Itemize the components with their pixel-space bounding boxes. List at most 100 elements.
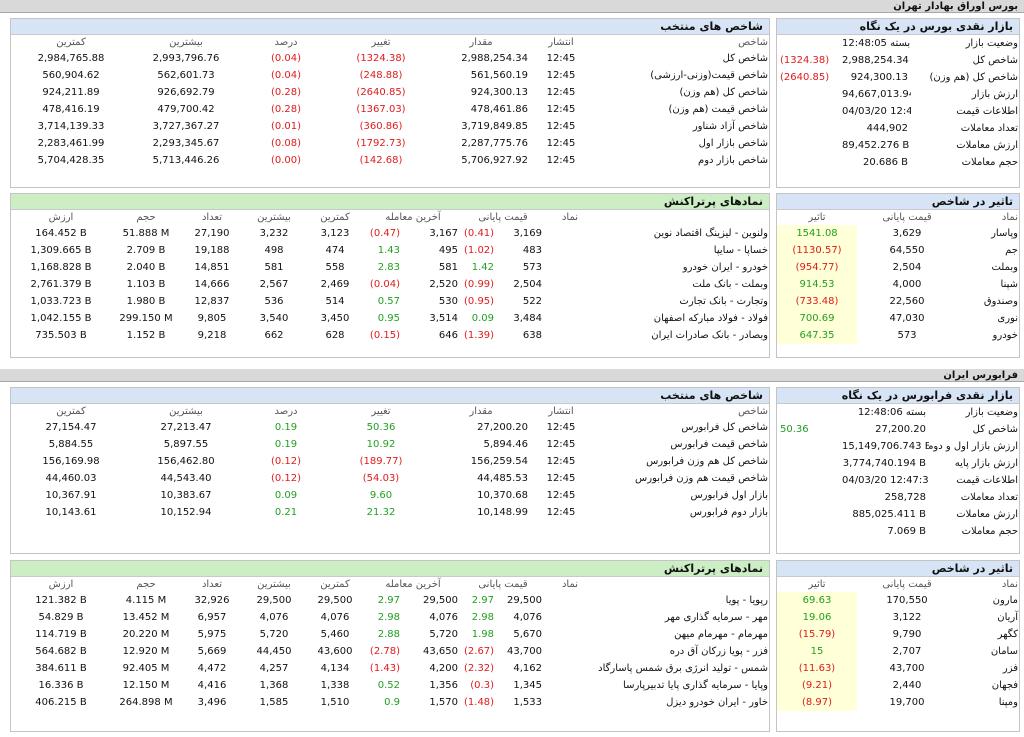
table-row[interactable]: (8.97) 19,700 ومپنا <box>777 694 1021 711</box>
table-row[interactable]: 44,460.03 44,543.40 (0.12) (54.03) 44,485.53… <box>11 470 771 487</box>
active-symbol[interactable]: فزر - پویا زرکان آق دره <box>669 646 769 657</box>
table-row[interactable]: 54.829 B 13.452 M 6,957 4,076 4,076 2.98 4,076… <box>11 609 771 626</box>
table-row[interactable]: 647.35 573 خودرو <box>777 327 1021 344</box>
table-row[interactable]: 19.06 3,122 آریان <box>777 609 1021 626</box>
table-row[interactable]: 10,367.91 10,383.67 0.09 9.60 10,370.68 12:45… <box>11 487 771 504</box>
impact-value: 19.06 <box>777 609 857 626</box>
impact-price: 47,030 <box>889 313 925 324</box>
active-symbol[interactable]: خاور - ایران خودرو دیزل <box>666 697 769 708</box>
table-row[interactable]: 914.53 4,000 شپنا <box>777 276 1021 293</box>
impact-symbol[interactable]: فزر <box>1002 663 1018 674</box>
farabourse-market-title: بازار نقدی فرابورس در یک نگاه <box>777 388 1019 404</box>
impact-value: 914.53 <box>777 276 857 293</box>
table-row[interactable]: 3,714,139.33 3,727,367.27 (0.01) (360.86) 3,… <box>11 118 771 135</box>
active-symbol[interactable]: خودرو - ایران خودرو <box>682 262 769 273</box>
table-row[interactable]: (15.79) 9,790 کگهر <box>777 626 1021 643</box>
impact-symbol[interactable]: شپنا <box>1000 279 1018 290</box>
farabourse-impact-title: تاثیر در شاخص <box>777 561 1019 577</box>
table-row[interactable]: 2,283,461.99 2,293,345.67 (0.08) (1792.73) 2… <box>11 135 771 152</box>
impact-symbol[interactable]: وپاسار <box>991 228 1018 239</box>
table-row[interactable]: 384.611 B 92.405 M 4,472 4,257 4,134 (1.43) 4,… <box>11 660 771 677</box>
table-row[interactable]: 2,984,765.88 2,993,796.76 (0.04) (1324.38) 2… <box>11 50 771 67</box>
active-spacer <box>545 242 581 259</box>
impact-symbol[interactable]: فجهان <box>991 680 1018 691</box>
impact-symbol[interactable]: کگهر <box>997 629 1018 640</box>
impact-symbol[interactable]: مارون <box>992 595 1018 606</box>
active-symbol[interactable]: وبملت - بانک ملت <box>692 279 769 290</box>
active-symbol[interactable]: شمس - تولید انرژی برق شمس پاسارگاد <box>598 663 769 674</box>
active-spacer <box>545 259 581 276</box>
active-symbol[interactable]: فولاد - فولاد مبارکه اصفهان <box>653 313 769 324</box>
impact-value: 69.63 <box>777 592 857 609</box>
table-row[interactable]: (11.63) 43,700 فزر <box>777 660 1021 677</box>
table-row[interactable]: 69.63 170,550 مارون <box>777 592 1021 609</box>
active-symbol[interactable]: خساپا - سایپا <box>713 245 769 256</box>
table-row[interactable]: 2,761.379 B 1.103 B 14,666 2,567 2,469 (0.04)… <box>11 276 771 293</box>
table-row[interactable]: 164.452 B 51.888 M 27,190 3,232 3,123 (0.47) 3… <box>11 225 771 242</box>
impact-symbol[interactable]: جم <box>1005 245 1018 256</box>
active-spacer <box>545 293 581 310</box>
impact-symbol[interactable]: آریان <box>997 612 1018 623</box>
active-symbol[interactable]: مهرمام - مهرمام میهن <box>674 629 769 640</box>
impact-symbol[interactable]: نوری <box>997 313 1018 324</box>
table-row[interactable]: 1541.08 3,629 وپاسار <box>777 225 1021 242</box>
table-row[interactable]: (954.77) 2,504 وبملت <box>777 259 1021 276</box>
table-row[interactable]: (733.48) 22,560 وصندوق <box>777 293 1021 310</box>
table-row[interactable]: 924,211.89 926,692.79 (0.28) (2640.85) 924,3… <box>11 84 771 101</box>
table-row[interactable]: 5,884.55 5,897.55 0.19 10.92 5,894.46 12:45 شا… <box>11 436 771 453</box>
impact-symbol[interactable]: وبملت <box>991 262 1018 273</box>
table-row[interactable]: 1,033.723 B 1.980 B 12,837 536 514 0.57 530 (0.… <box>11 293 771 310</box>
market-change: (1324.38) <box>780 55 830 66</box>
active-symbol[interactable]: وپایا - سرمایه گذاری پایا تدبیرپارسا <box>623 680 769 691</box>
active-symbol[interactable]: وتجارت - بانک تجارت <box>679 296 769 307</box>
table-row[interactable]: 478,416.19 479,700.42 (0.28) (1367.03) 478,4… <box>11 101 771 118</box>
impact-symbol[interactable]: خودرو <box>992 330 1018 341</box>
active-symbol[interactable]: وبصادر - بانک صادرات ایران <box>651 330 769 341</box>
impact-symbol[interactable]: ومپنا <box>998 697 1018 708</box>
table-row[interactable]: 700.69 47,030 نوری <box>777 310 1021 327</box>
table-row[interactable]: 16.336 B 12.150 M 4,416 1,368 1,338 0.52 1,356… <box>11 677 771 694</box>
market-change <box>777 154 839 171</box>
active-symbol[interactable]: مهر - سرمایه گذاری مهر <box>664 612 769 623</box>
active-count: 6,957 <box>197 612 227 623</box>
active-last-change: (0.04) <box>369 279 400 290</box>
bourse-market-title: بازار نقدی بورس در یک نگاه <box>777 19 1019 35</box>
active-spacer <box>545 660 581 677</box>
table-row[interactable]: 121.382 B 4.115 M 32,926 29,500 29,500 2.97 29… <box>11 592 771 609</box>
impact-symbol[interactable]: وصندوق <box>983 296 1018 307</box>
active-header: نماد <box>561 212 579 223</box>
active-close-change: 1.42 <box>471 262 494 273</box>
table-row[interactable]: 1,309.665 B 2.709 B 19,188 498 474 1.43 495 (1.… <box>11 242 771 259</box>
active-close: 573 <box>522 262 543 273</box>
table-row[interactable]: 156,169.98 156,462.80 (0.12) (189.77) 156,25… <box>11 453 771 470</box>
table-row[interactable]: 564.682 B 12.920 M 5,669 44,450 43,600 (2.78)… <box>11 643 771 660</box>
table-row[interactable]: 1,168.828 B 2.040 B 14,851 581 558 2.83 581 1.4… <box>11 259 771 276</box>
bourse-market-table: بسته 12:48:05 وضعیت بازار (1324.38) 2,988,2… <box>777 35 1021 171</box>
active-symbol[interactable]: ولنوین - لیزینگ اقتصاد نوین <box>653 228 769 239</box>
active-close: 3,484 <box>513 313 543 324</box>
active-last: 530 <box>438 296 458 307</box>
active-symbol[interactable]: رپویا - پویا <box>725 595 769 606</box>
impact-symbol[interactable]: سامان <box>990 646 1018 657</box>
active-spacer <box>545 677 581 694</box>
farabourse-section-bar: فرابورس ایران <box>0 369 1024 382</box>
table-row[interactable]: 27,154.47 27,213.47 0.19 50.36 27,200.20 12:4… <box>11 419 771 436</box>
table-row[interactable]: 15 2,707 سامان <box>777 643 1021 660</box>
table-row[interactable]: (9.21) 2,440 فجهان <box>777 677 1021 694</box>
table-row[interactable]: 406.215 B 264.898 M 3,496 1,585 1,510 0.9 1,57… <box>11 694 771 711</box>
table-row[interactable]: 10,143.61 10,152.94 0.21 21.32 10,148.99 12:4… <box>11 504 771 521</box>
index-time: 12:45 <box>546 53 576 64</box>
market-row: 50.36 27,200.20 شاخص کل <box>777 421 1021 438</box>
index-time: 12:45 <box>546 104 576 115</box>
active-volume: 1.152 B <box>126 330 166 341</box>
market-value: 20.686 B <box>862 157 908 168</box>
table-row[interactable]: 1,042.155 B 299.150 M 9,805 3,540 3,450 0.95 3… <box>11 310 771 327</box>
table-row[interactable]: (1130.57) 64,550 جم <box>777 242 1021 259</box>
farabourse-active-title: نمادهای پرتراکنش <box>11 561 769 577</box>
table-row[interactable]: 735.503 B 1.152 B 9,218 662 628 (0.15) 646 (1.3… <box>11 327 771 344</box>
table-row[interactable]: 114.719 B 20.220 M 5,975 5,720 5,460 2.88 5,72… <box>11 626 771 643</box>
index-percent: (0.01) <box>270 121 302 132</box>
table-row[interactable]: 5,704,428.35 5,713,446.26 (0.00) (142.68) 5,… <box>11 152 771 169</box>
table-row[interactable]: 560,904.62 562,601.73 (0.04) (248.88) 561,56… <box>11 67 771 84</box>
active-last-change: 0.57 <box>377 296 400 307</box>
